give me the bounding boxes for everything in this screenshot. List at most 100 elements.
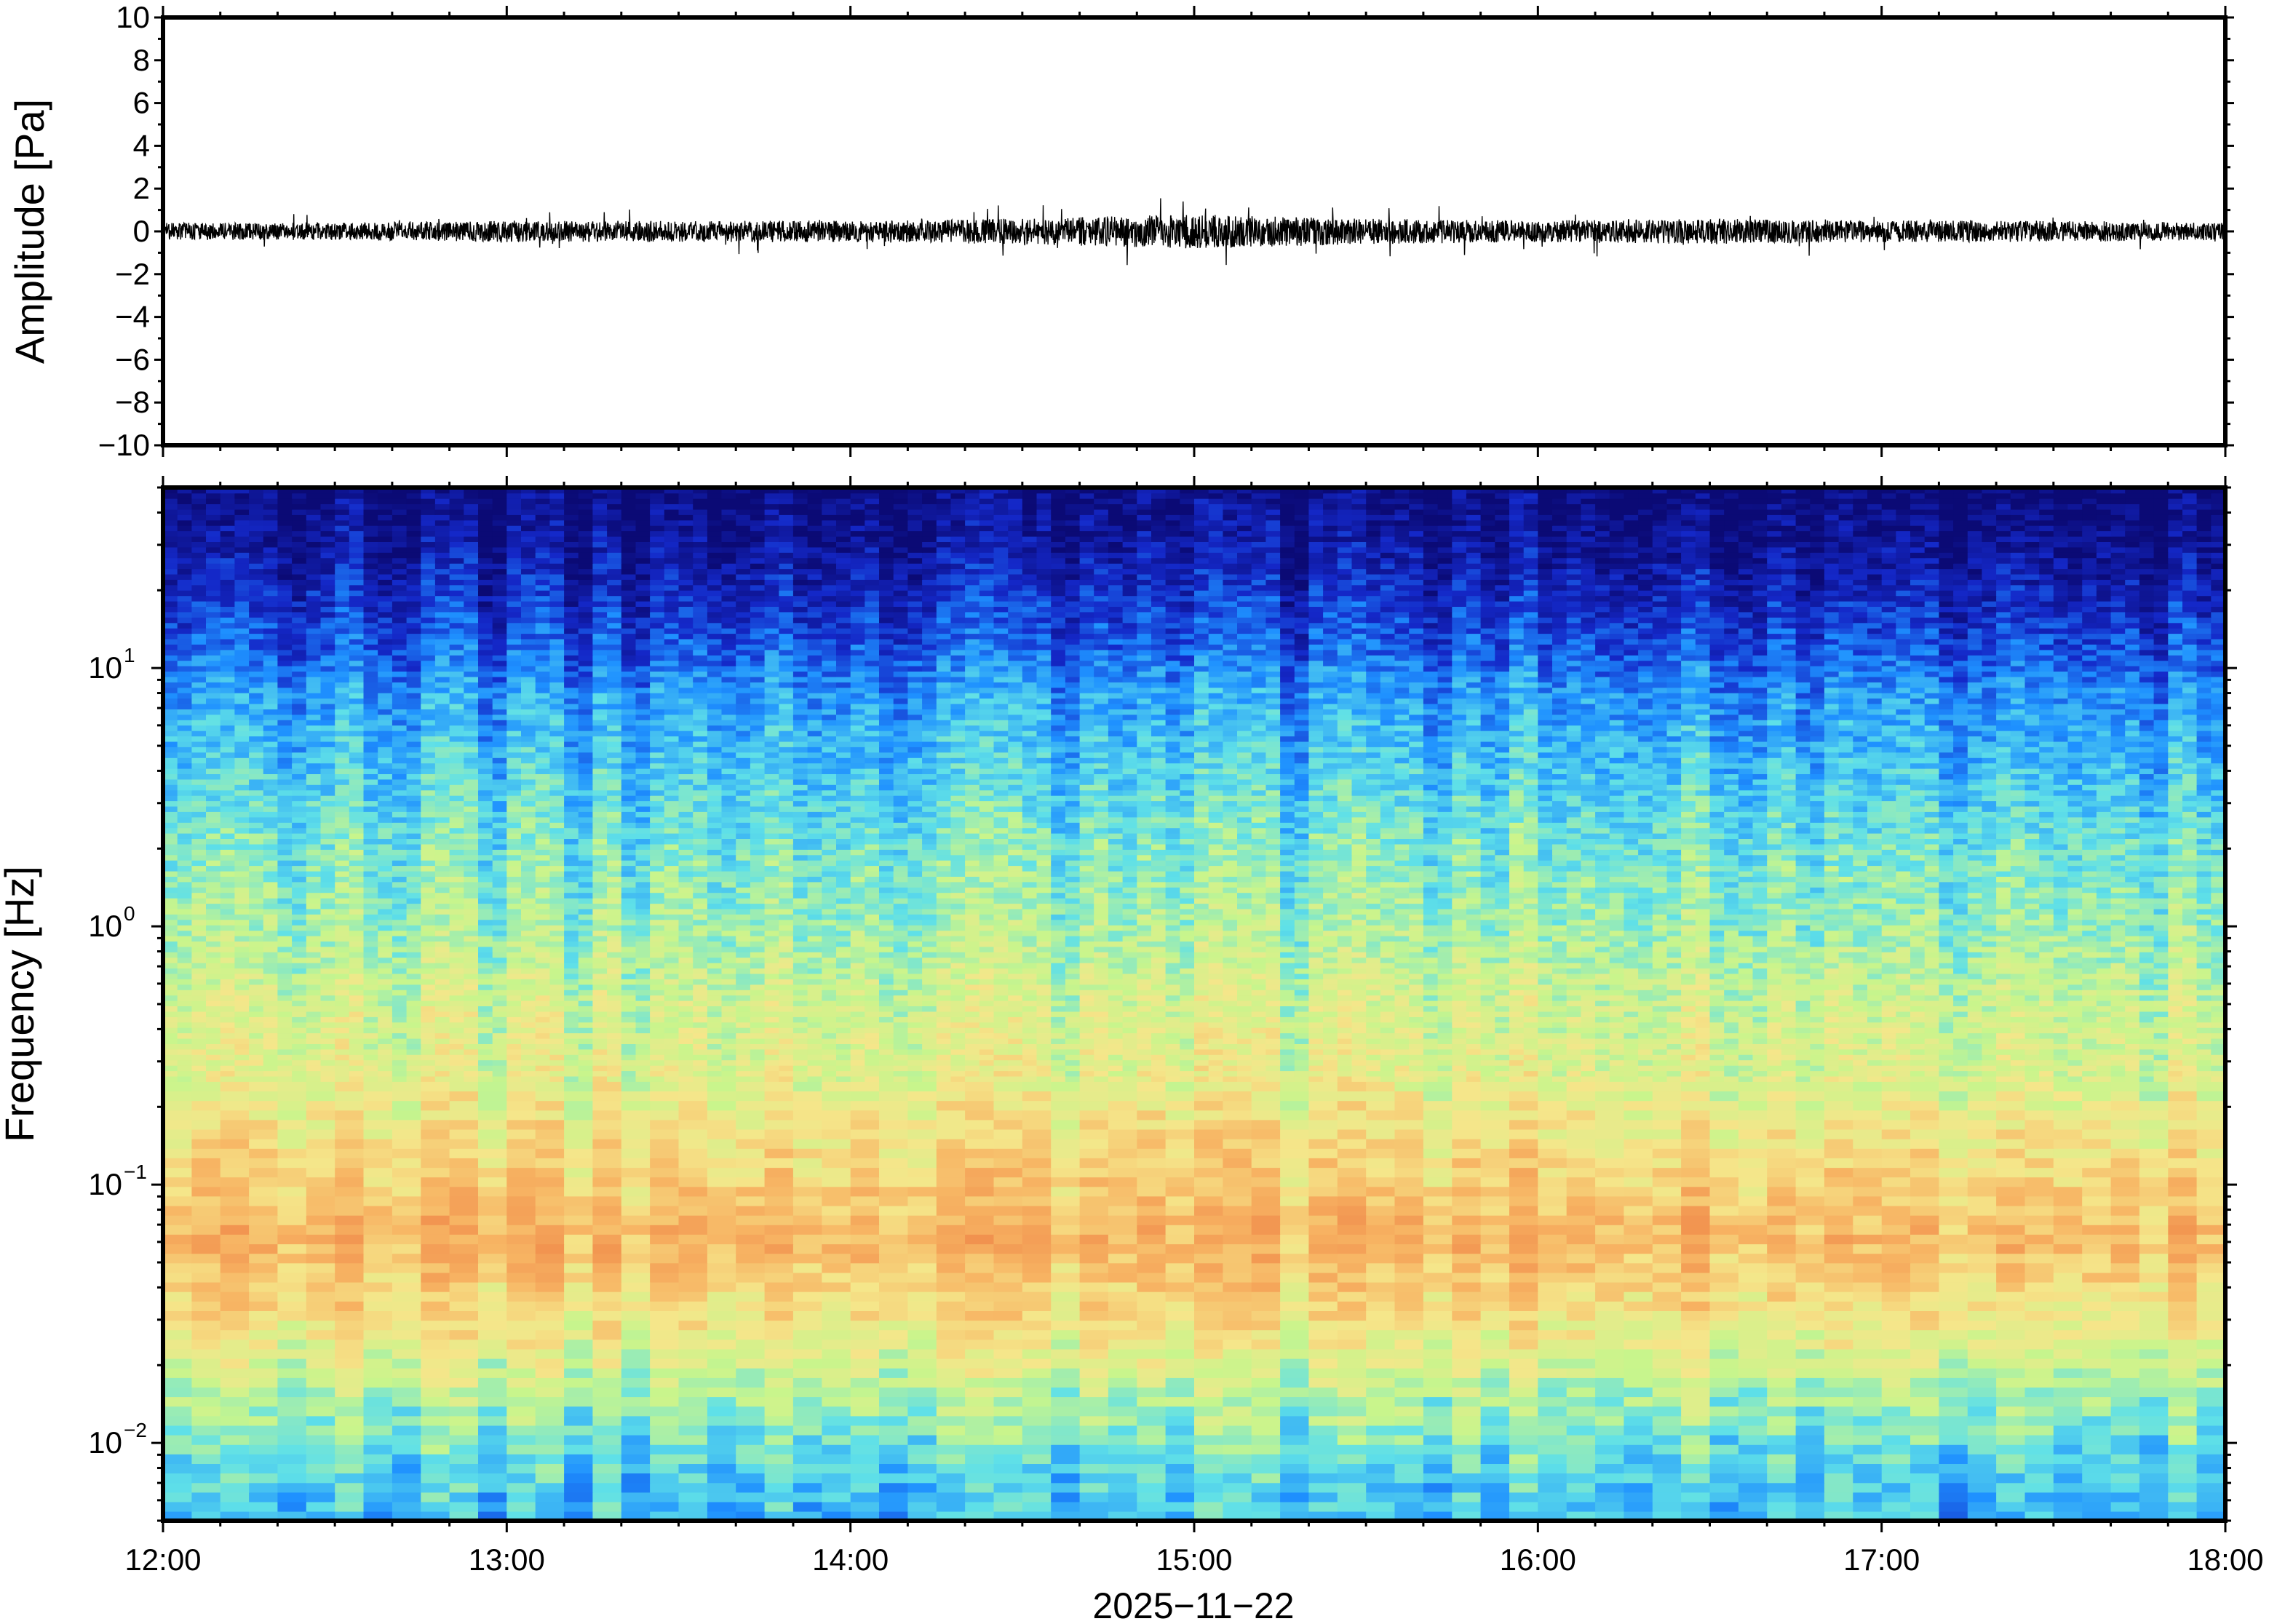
spectrogram-cell xyxy=(1308,1110,1338,1121)
spectrogram-cell xyxy=(1079,1064,1095,1072)
spectrogram-cell xyxy=(1709,1406,1739,1417)
spectrogram-cell xyxy=(736,1081,766,1091)
spectrogram-cell xyxy=(1795,1091,1825,1102)
spectrogram-cell xyxy=(1738,1301,1768,1311)
spectrogram-cell xyxy=(764,1253,794,1264)
spectrogram-cell xyxy=(707,1138,737,1149)
spectrogram-cell xyxy=(592,1454,622,1464)
spectrogram-cell xyxy=(191,1253,221,1264)
spectrogram-cell xyxy=(1509,1059,1525,1066)
spectrogram-cell xyxy=(249,1100,279,1111)
spectrogram-cell xyxy=(993,1038,1009,1044)
spectrogram-cell xyxy=(1180,1064,1195,1072)
spectrogram-cell xyxy=(1709,1138,1739,1149)
spectrogram-cell xyxy=(535,1406,565,1417)
spectrogram-cell xyxy=(707,1473,737,1484)
spectrogram-cell xyxy=(2024,1091,2054,1102)
spectrogram-cell xyxy=(1394,1272,1424,1283)
spectrogram-cell xyxy=(1137,1444,1167,1454)
spectrogram-cell xyxy=(1280,1396,1310,1407)
spectrogram-cell xyxy=(2196,1195,2225,1206)
spectrogram-cell xyxy=(1853,1320,1883,1331)
spectrogram-cell xyxy=(363,1158,393,1169)
spectrogram-cell xyxy=(1137,1070,1152,1077)
spectrogram-cell xyxy=(607,1032,622,1039)
spectrogram-cell xyxy=(1237,1027,1252,1034)
spectrogram-cell xyxy=(363,1038,378,1044)
spectrogram-cell xyxy=(2110,1320,2140,1331)
spectrogram-cell xyxy=(378,1043,393,1050)
spectrogram-cell xyxy=(1223,1358,1252,1369)
spectrogram-cell xyxy=(1480,1310,1510,1321)
spectrogram-cell xyxy=(191,1234,221,1245)
spectrogram-cell xyxy=(850,1091,880,1102)
spectrogram-cell xyxy=(779,1059,794,1066)
spectrogram-cell xyxy=(506,1444,536,1454)
spectrogram-cell xyxy=(764,1027,780,1034)
spectrogram-cell xyxy=(1910,1329,1940,1340)
spectrogram-cell xyxy=(1595,1501,1625,1512)
spectrogram-cell xyxy=(249,1048,264,1055)
spectrogram-cell xyxy=(535,1022,551,1028)
spectrogram-cell xyxy=(163,1348,193,1359)
spectrogram-cell xyxy=(1280,1158,1310,1169)
spectrogram-cell xyxy=(1767,1100,1797,1111)
spectrogram-cell xyxy=(449,1075,465,1082)
spectrogram-cell xyxy=(2024,1032,2040,1039)
spectrogram-cell xyxy=(850,1396,880,1407)
spectrogram-cell xyxy=(1509,1396,1539,1407)
waveform-frame xyxy=(161,15,2228,447)
spectrogram-cell xyxy=(2067,1048,2083,1055)
spectrogram-cell xyxy=(678,1425,708,1436)
spectrogram-cell xyxy=(549,1070,565,1077)
spectrogram-cell xyxy=(1967,1119,1997,1130)
spectrogram-cell xyxy=(1881,1148,1911,1158)
spectrogram-cell xyxy=(2139,1510,2169,1521)
spectrogram-cell xyxy=(2139,1158,2169,1169)
spectrogram-cell xyxy=(1308,1434,1338,1445)
spectrogram-cell xyxy=(879,1396,909,1407)
spectrogram-cell xyxy=(2096,1043,2112,1050)
spectrogram-cell xyxy=(1323,1038,1338,1044)
spectrogram-cell xyxy=(1051,1492,1081,1502)
spectrogram-cell xyxy=(1967,1138,1997,1149)
spectrogram-cell xyxy=(1509,1272,1539,1283)
spectrogram-cell xyxy=(1566,1358,1596,1369)
spectrogram-cell xyxy=(449,1225,479,1235)
spectrogram-cell xyxy=(1666,1054,1682,1061)
spectrogram-cell xyxy=(1996,1387,2026,1398)
spectrogram-cell xyxy=(1137,1281,1167,1292)
spectrogram-cell xyxy=(564,1205,594,1216)
spectrogram-cell xyxy=(1824,1492,1854,1502)
spectrogram-cell xyxy=(1022,1070,1038,1077)
spectrogram-cell xyxy=(220,1406,250,1417)
spectrogram-cell xyxy=(163,1281,193,1292)
spectrogram-cell xyxy=(191,1415,221,1426)
spectrogram-cell xyxy=(2110,1100,2140,1111)
spectrogram-cell xyxy=(1709,1032,1725,1039)
spectrogram-cell xyxy=(1051,1119,1081,1130)
spectrogram-cell xyxy=(707,1310,737,1321)
spectrogram-cell xyxy=(879,1434,909,1445)
spectrogram-cell xyxy=(478,1281,508,1292)
spectrogram-cell xyxy=(363,1272,393,1283)
spectrogram-cell xyxy=(1652,1205,1682,1216)
spectrogram-cell xyxy=(792,1387,823,1398)
spectrogram-cell xyxy=(2139,1205,2169,1216)
spectrogram-cell xyxy=(792,1043,808,1050)
spectrogram-cell xyxy=(736,1158,766,1169)
spectrogram-cell xyxy=(1523,1022,1539,1028)
spectrogram-cell xyxy=(592,1301,622,1311)
spectrogram-cell xyxy=(993,1225,1023,1235)
spectrogram-cell xyxy=(1108,1158,1138,1169)
spectrogram-cell xyxy=(1538,1119,1567,1130)
spectrogram-cell xyxy=(1681,1177,1711,1187)
spectrogram-cell xyxy=(1881,1186,1911,1197)
spectrogram-cell xyxy=(1853,1205,1883,1216)
spectrogram-cell xyxy=(792,1234,823,1245)
spectrogram-cell xyxy=(1538,1501,1567,1512)
spectrogram-cell xyxy=(163,1027,178,1034)
spectrogram-cell xyxy=(850,1100,880,1111)
spectrogram-cell xyxy=(2196,1129,2225,1139)
spectrogram-cell xyxy=(1437,1059,1453,1066)
